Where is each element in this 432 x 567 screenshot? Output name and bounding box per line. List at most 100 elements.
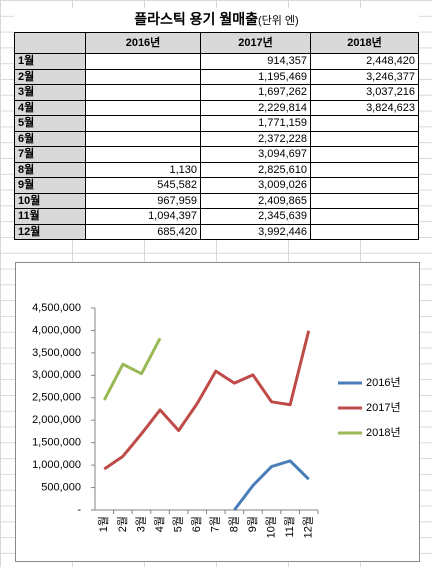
row-label: 5월 bbox=[14, 115, 86, 132]
x-tick-label: 4월 bbox=[153, 516, 166, 532]
row-label: 3월 bbox=[14, 84, 86, 101]
cell: 914,357 bbox=[200, 53, 311, 70]
series-line bbox=[233, 459, 310, 511]
cell bbox=[85, 84, 201, 101]
y-tick-label: 500,000 bbox=[41, 481, 81, 493]
chart: - 500,000 1,000,000 1,500,000 2,000,000 2,500… bbox=[15, 262, 420, 562]
table-unit: (단위 엔) bbox=[257, 15, 299, 27]
table-title: 플라스틱 용기 월매출 bbox=[134, 11, 258, 27]
cell bbox=[85, 115, 201, 132]
cell: 3,037,216 bbox=[310, 84, 419, 101]
cell bbox=[310, 192, 419, 209]
x-tick-label: 11월 bbox=[283, 516, 296, 538]
cell: 3,992,446 bbox=[200, 223, 311, 240]
table-row: 12월 685,420 3,992,446 bbox=[14, 223, 419, 240]
cell bbox=[85, 68, 201, 85]
row-label: 11월 bbox=[14, 208, 86, 225]
y-tick-label: 3,000,000 bbox=[32, 369, 81, 381]
row-label: 9월 bbox=[14, 177, 86, 194]
cell bbox=[85, 99, 201, 116]
cell bbox=[310, 223, 419, 240]
legend-label: 2018년 bbox=[366, 426, 401, 439]
x-tick-label: 10월 bbox=[264, 516, 277, 538]
cell bbox=[310, 161, 419, 178]
header-cell: 2017년 bbox=[200, 32, 311, 54]
cell: 1,130 bbox=[85, 161, 201, 178]
y-tick-label: 4,000,000 bbox=[32, 324, 81, 336]
row-label: 12월 bbox=[14, 223, 86, 240]
cell bbox=[310, 146, 419, 163]
y-tick-label: 1,000,000 bbox=[32, 459, 81, 471]
cell: 3,094,697 bbox=[200, 146, 311, 163]
cell: 1,094,397 bbox=[85, 208, 201, 225]
row-label: 2월 bbox=[14, 68, 86, 85]
cell: 2,372,228 bbox=[200, 130, 311, 147]
cell bbox=[85, 130, 201, 147]
cell bbox=[310, 177, 419, 194]
cell bbox=[310, 208, 419, 225]
y-tick-label: 3,500,000 bbox=[32, 347, 81, 359]
header-cell: 2018년 bbox=[310, 32, 419, 54]
sales-table: 플라스틱 용기 월매출(단위 엔) 2016년 2017년 2018년 1월 91… bbox=[14, 8, 419, 240]
x-tick-label: 1월 bbox=[97, 516, 110, 532]
table-title-cell: 플라스틱 용기 월매출(단위 엔) bbox=[14, 8, 419, 33]
cell bbox=[85, 146, 201, 163]
chart-frame bbox=[15, 262, 420, 562]
y-tick-label: 2,000,000 bbox=[32, 414, 81, 426]
cell bbox=[310, 130, 419, 147]
table-row: 10월 967,959 2,409,865 bbox=[14, 192, 419, 209]
legend-label: 2017년 bbox=[366, 401, 401, 414]
row-label: 1월 bbox=[14, 53, 86, 70]
y-tick-label: 1,500,000 bbox=[32, 437, 81, 449]
table-row: 1월 914,357 2,448,420 bbox=[14, 53, 419, 70]
x-tick-label: 7월 bbox=[209, 516, 222, 532]
header-row: 2016년 2017년 2018년 bbox=[14, 32, 419, 54]
cell: 3,824,623 bbox=[310, 99, 419, 116]
cell: 3,246,377 bbox=[310, 68, 419, 85]
cell: 545,582 bbox=[85, 177, 201, 194]
cell: 2,448,420 bbox=[310, 53, 419, 70]
cell: 1,195,469 bbox=[200, 68, 311, 85]
row-label: 6월 bbox=[14, 130, 86, 147]
table-row: 7월 3,094,697 bbox=[14, 146, 419, 163]
x-tick-label: 3월 bbox=[134, 516, 147, 532]
row-label: 4월 bbox=[14, 99, 86, 116]
x-tick-label: 2월 bbox=[116, 516, 129, 532]
cell: 685,420 bbox=[85, 223, 201, 240]
table-row: 8월 1,130 2,825,610 bbox=[14, 161, 419, 178]
x-tick-label: 5월 bbox=[172, 516, 185, 532]
y-tick-label: - bbox=[77, 504, 81, 516]
x-tick-label: 9월 bbox=[246, 516, 259, 532]
cell bbox=[310, 115, 419, 132]
x-tick-label: 6월 bbox=[190, 516, 203, 532]
legend-label: 2016년 bbox=[366, 376, 401, 389]
header-cell: 2016년 bbox=[85, 32, 201, 54]
cell bbox=[85, 53, 201, 70]
cell: 967,959 bbox=[85, 192, 201, 209]
series-line bbox=[102, 337, 162, 401]
x-tick-label: 8월 bbox=[227, 516, 240, 532]
table-row: 2월 1,195,469 3,246,377 bbox=[14, 68, 419, 85]
table-row: 9월 545,582 3,009,026 bbox=[14, 177, 419, 194]
header-corner bbox=[14, 32, 86, 54]
cell: 2,345,639 bbox=[200, 208, 311, 225]
cell: 2,409,865 bbox=[200, 192, 311, 209]
cell: 2,229,814 bbox=[200, 99, 311, 116]
table-row: 5월 1,771,159 bbox=[14, 115, 419, 132]
cell: 3,009,026 bbox=[200, 177, 311, 194]
table-row: 11월 1,094,397 2,345,639 bbox=[14, 208, 419, 225]
row-label: 10월 bbox=[14, 192, 86, 209]
y-tick-label: 2,500,000 bbox=[32, 392, 81, 404]
cell: 1,771,159 bbox=[200, 115, 311, 132]
table-row: 6월 2,372,228 bbox=[14, 130, 419, 147]
cell: 1,697,262 bbox=[200, 84, 311, 101]
x-tick-label: 12월 bbox=[302, 516, 315, 538]
table-row: 4월 2,229,814 3,824,623 bbox=[14, 99, 419, 116]
row-label: 8월 bbox=[14, 161, 86, 178]
row-label: 7월 bbox=[14, 146, 86, 163]
table-row: 3월 1,697,262 3,037,216 bbox=[14, 84, 419, 101]
y-tick-label: 4,500,000 bbox=[32, 302, 81, 314]
cell: 2,825,610 bbox=[200, 161, 311, 178]
series-line bbox=[103, 330, 311, 471]
